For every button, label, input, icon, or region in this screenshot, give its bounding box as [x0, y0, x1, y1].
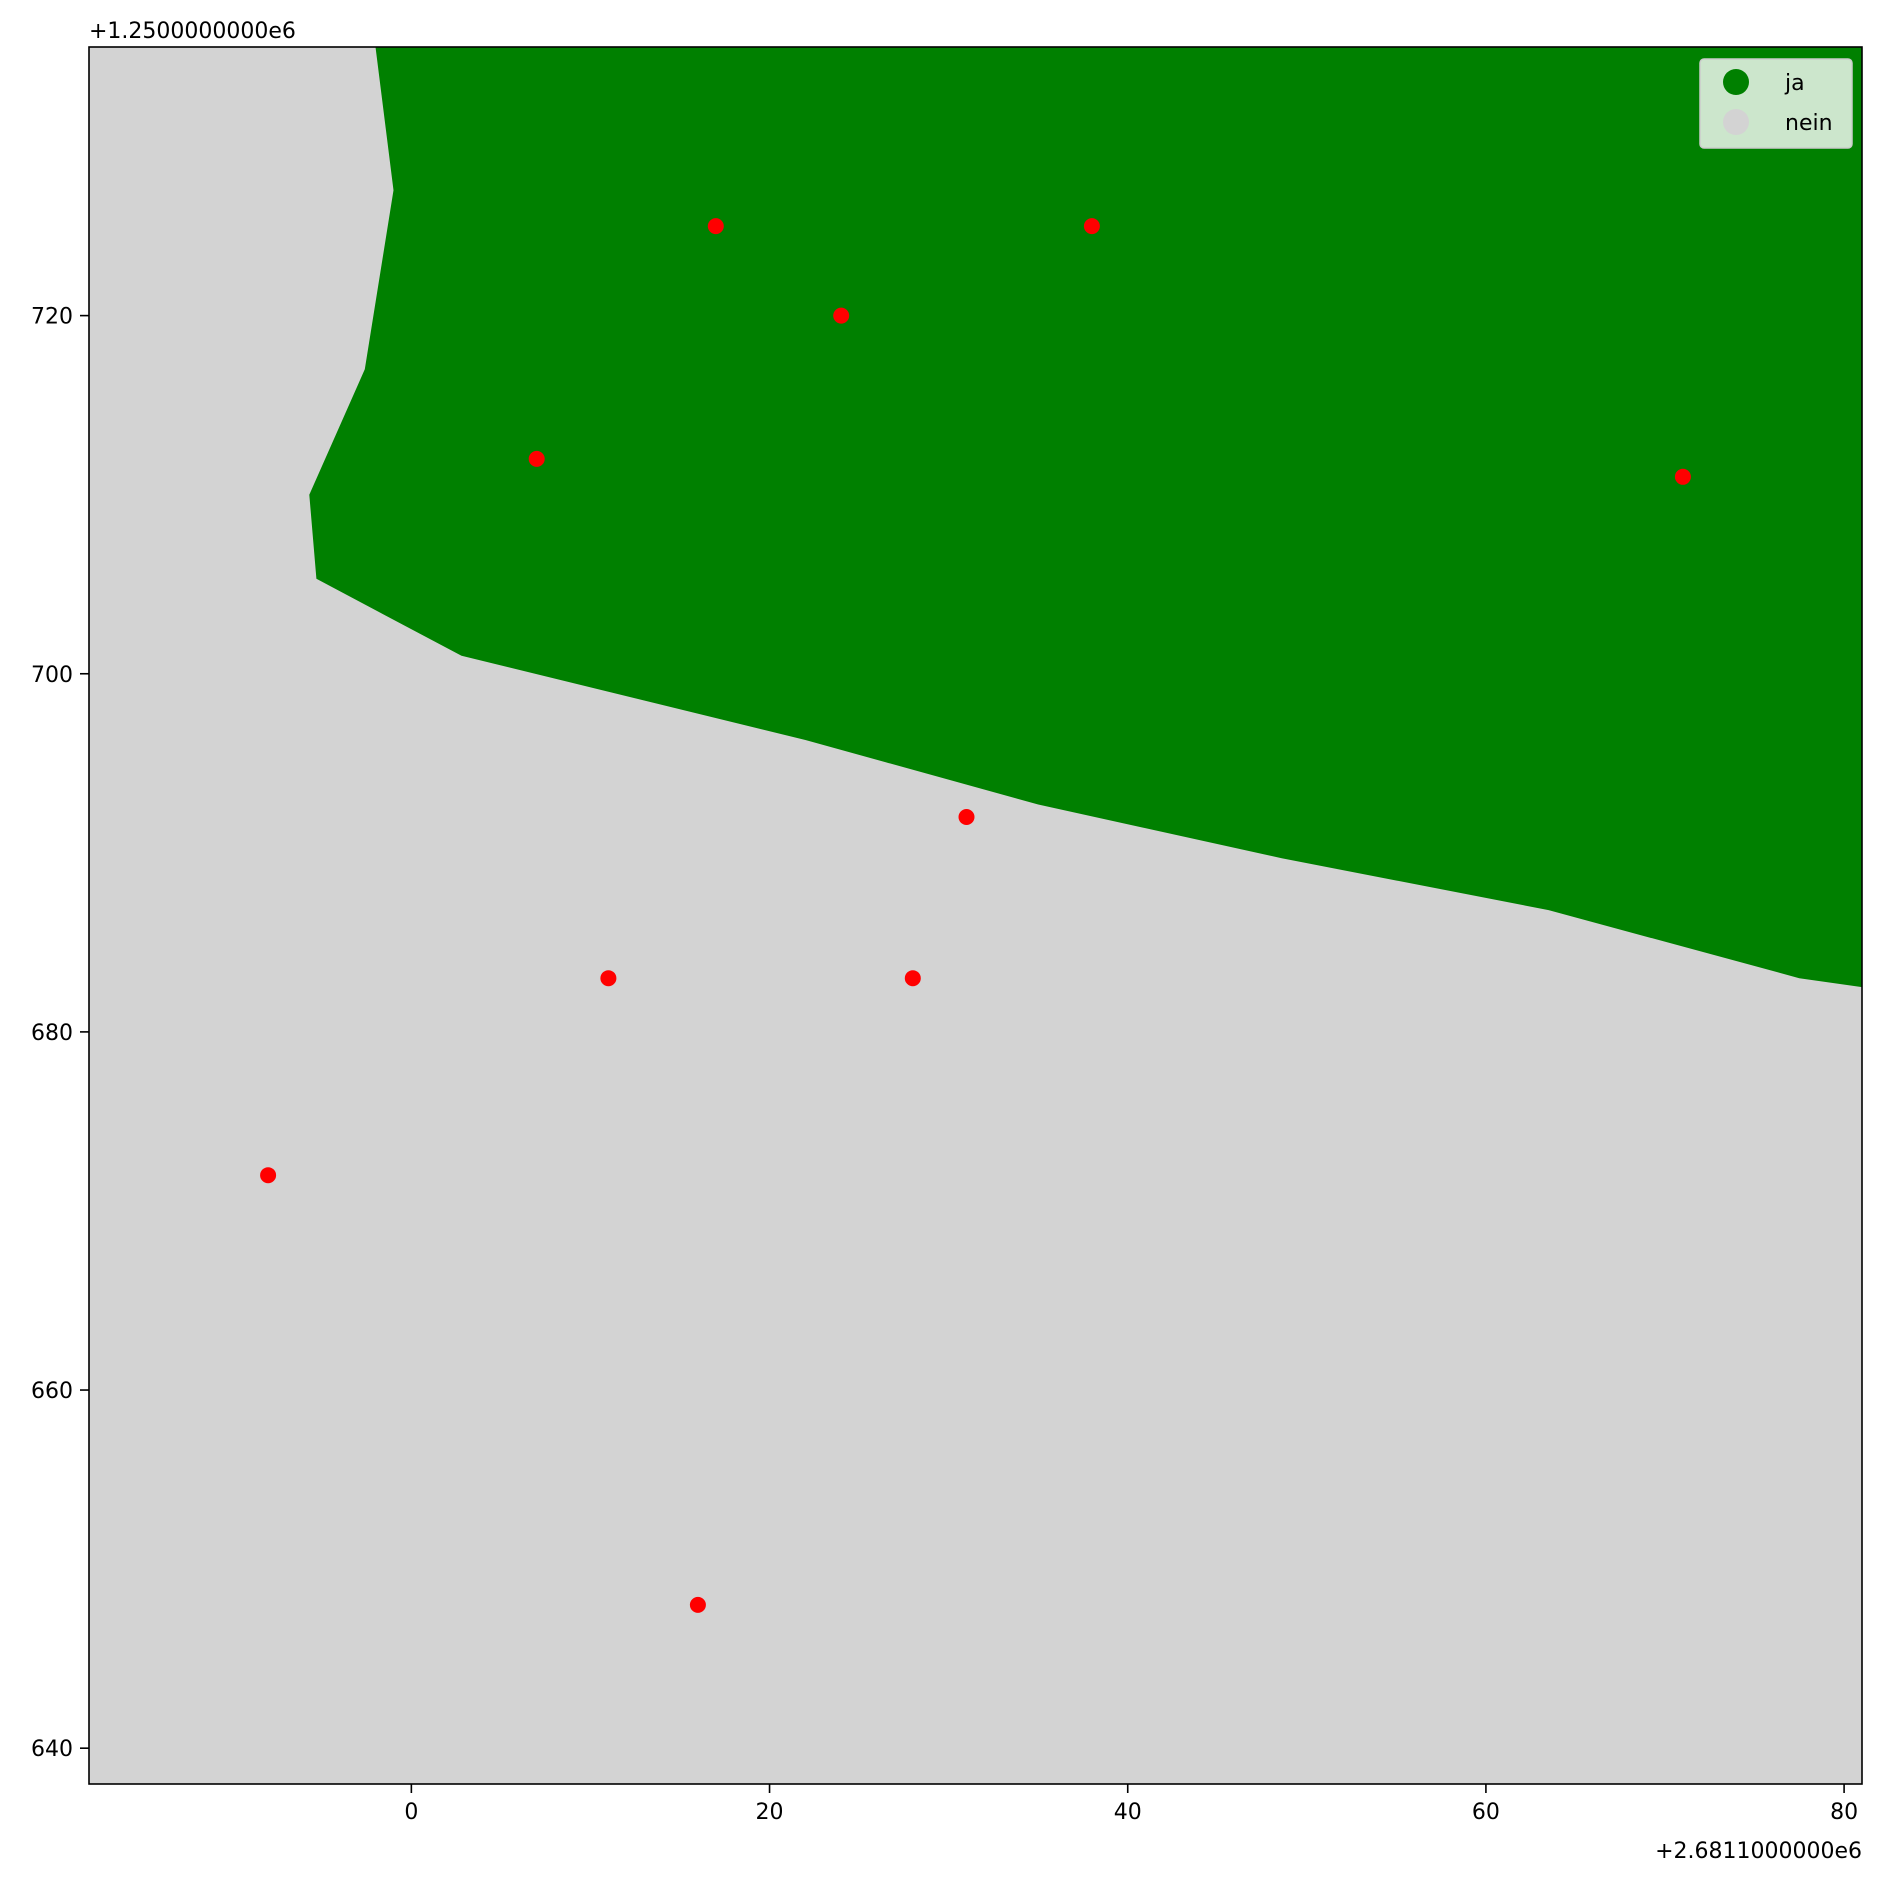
legend-marker-nein [1723, 109, 1749, 135]
data-point-0 [707, 218, 724, 235]
x-tick-label: 40 [1114, 1800, 1142, 1825]
x-tick-label: 60 [1472, 1800, 1500, 1825]
legend-marker-ja [1723, 69, 1749, 95]
legend: ja nein [1699, 58, 1853, 149]
data-point-6 [600, 970, 617, 987]
x-offset-label: +2.6811000000e6 [1655, 1839, 1862, 1864]
data-point-1 [1083, 218, 1100, 235]
data-point-2 [833, 307, 850, 324]
y-tick-label: 720 [31, 305, 73, 330]
data-point-8 [260, 1167, 277, 1184]
y-tick-label: 640 [31, 1737, 73, 1762]
data-point-3 [528, 450, 545, 467]
scatter-points [260, 218, 1691, 1613]
y-tick-label: 680 [31, 1021, 73, 1046]
plot-frame [88, 46, 1863, 1785]
y-axis: 640 660 680 700 720 [31, 305, 89, 1762]
legend-label-ja: ja [1784, 71, 1805, 96]
x-tick-label: 0 [404, 1800, 418, 1825]
data-point-4 [1674, 468, 1691, 485]
data-point-9 [689, 1596, 706, 1613]
area-ja [309, 47, 1862, 988]
data-point-5 [958, 809, 975, 825]
x-tick-label: 80 [1830, 1800, 1858, 1825]
y-offset-label: +1.2500000000e6 [89, 19, 296, 44]
data-point-7 [904, 970, 921, 987]
y-tick-label: 660 [31, 1379, 73, 1404]
x-axis: 0 20 40 60 80 [404, 1784, 1858, 1825]
x-tick-label: 20 [756, 1800, 784, 1825]
legend-label-nein: nein [1785, 111, 1833, 136]
plot-area [88, 46, 1863, 1785]
y-tick-label: 700 [31, 663, 73, 688]
